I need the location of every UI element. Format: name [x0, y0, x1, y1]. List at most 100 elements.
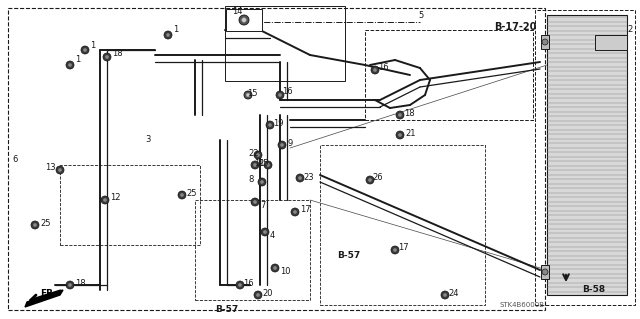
Text: 8: 8	[248, 175, 253, 184]
Text: 25: 25	[258, 159, 269, 167]
Circle shape	[66, 281, 74, 289]
Text: FR.: FR.	[40, 290, 56, 299]
Circle shape	[542, 39, 548, 45]
Bar	[320, 145, 485, 305]
Polygon shape	[25, 290, 63, 307]
Text: 17: 17	[300, 205, 310, 214]
Text: 4: 4	[270, 231, 275, 240]
Text: 18: 18	[75, 278, 86, 287]
Text: 9: 9	[287, 138, 292, 147]
Text: 12: 12	[110, 194, 120, 203]
Text: 3: 3	[145, 136, 150, 145]
Text: 16: 16	[282, 87, 292, 97]
Circle shape	[254, 291, 262, 299]
Circle shape	[242, 18, 246, 22]
Circle shape	[264, 161, 272, 169]
Bar	[195, 200, 310, 300]
Circle shape	[394, 249, 397, 252]
Circle shape	[278, 141, 286, 149]
Circle shape	[542, 269, 548, 275]
Text: 11: 11	[254, 159, 264, 167]
Circle shape	[276, 91, 284, 99]
Circle shape	[251, 198, 259, 206]
Circle shape	[33, 223, 36, 226]
Circle shape	[178, 191, 186, 199]
Circle shape	[280, 144, 284, 147]
Text: 10: 10	[280, 268, 291, 277]
Bar	[8, 8, 545, 310]
Circle shape	[56, 166, 64, 174]
Bar	[541, 265, 549, 279]
Circle shape	[104, 198, 107, 202]
Circle shape	[180, 193, 184, 197]
Text: B-57: B-57	[215, 306, 238, 315]
Circle shape	[244, 91, 252, 99]
Bar	[595, 35, 627, 50]
Circle shape	[257, 153, 260, 157]
Circle shape	[444, 293, 447, 297]
Circle shape	[251, 161, 259, 169]
Text: 25: 25	[40, 219, 51, 227]
Circle shape	[260, 181, 264, 184]
Circle shape	[106, 56, 109, 59]
Bar	[225, 6, 345, 81]
Circle shape	[166, 33, 170, 37]
Text: 7: 7	[260, 201, 266, 210]
Text: 18: 18	[404, 108, 415, 117]
Bar	[365, 30, 533, 120]
Circle shape	[278, 93, 282, 97]
Text: 17: 17	[398, 243, 408, 253]
Circle shape	[266, 121, 274, 129]
Circle shape	[396, 131, 404, 139]
Bar	[547, 15, 627, 295]
Text: B-58: B-58	[582, 286, 605, 294]
Circle shape	[68, 63, 72, 67]
Bar	[541, 35, 549, 49]
Circle shape	[266, 163, 269, 167]
Circle shape	[298, 176, 301, 180]
Circle shape	[398, 113, 402, 117]
Circle shape	[273, 266, 276, 270]
Circle shape	[293, 211, 296, 214]
Text: 16: 16	[378, 63, 388, 71]
Circle shape	[369, 178, 372, 182]
Circle shape	[257, 293, 260, 297]
Text: 18: 18	[112, 48, 123, 57]
Circle shape	[261, 228, 269, 236]
Circle shape	[366, 176, 374, 184]
Circle shape	[58, 168, 61, 172]
Circle shape	[236, 281, 244, 289]
Circle shape	[31, 221, 39, 229]
Circle shape	[264, 230, 267, 234]
Circle shape	[254, 151, 262, 159]
Circle shape	[246, 93, 250, 97]
Text: 14: 14	[232, 8, 243, 17]
Text: 1: 1	[173, 26, 179, 34]
Circle shape	[398, 133, 402, 137]
Circle shape	[396, 111, 404, 119]
Circle shape	[83, 48, 86, 52]
Bar	[60, 165, 200, 245]
Circle shape	[268, 123, 271, 127]
Circle shape	[296, 174, 304, 182]
Text: 26: 26	[372, 173, 383, 182]
Circle shape	[66, 61, 74, 69]
Circle shape	[253, 200, 257, 204]
Text: 6: 6	[12, 155, 17, 165]
Circle shape	[253, 163, 257, 167]
Circle shape	[101, 196, 109, 204]
Text: 24: 24	[448, 288, 458, 298]
Circle shape	[291, 208, 299, 216]
Bar	[535, 10, 635, 305]
Circle shape	[441, 291, 449, 299]
Circle shape	[258, 178, 266, 186]
Text: 22: 22	[248, 149, 259, 158]
Circle shape	[239, 283, 242, 286]
Circle shape	[271, 264, 279, 272]
Text: 15: 15	[247, 88, 257, 98]
Text: 5: 5	[418, 11, 423, 20]
Circle shape	[68, 283, 72, 286]
Text: STK4B6000B: STK4B6000B	[500, 302, 545, 308]
Text: 1: 1	[90, 41, 95, 49]
Text: B-57: B-57	[337, 250, 360, 259]
